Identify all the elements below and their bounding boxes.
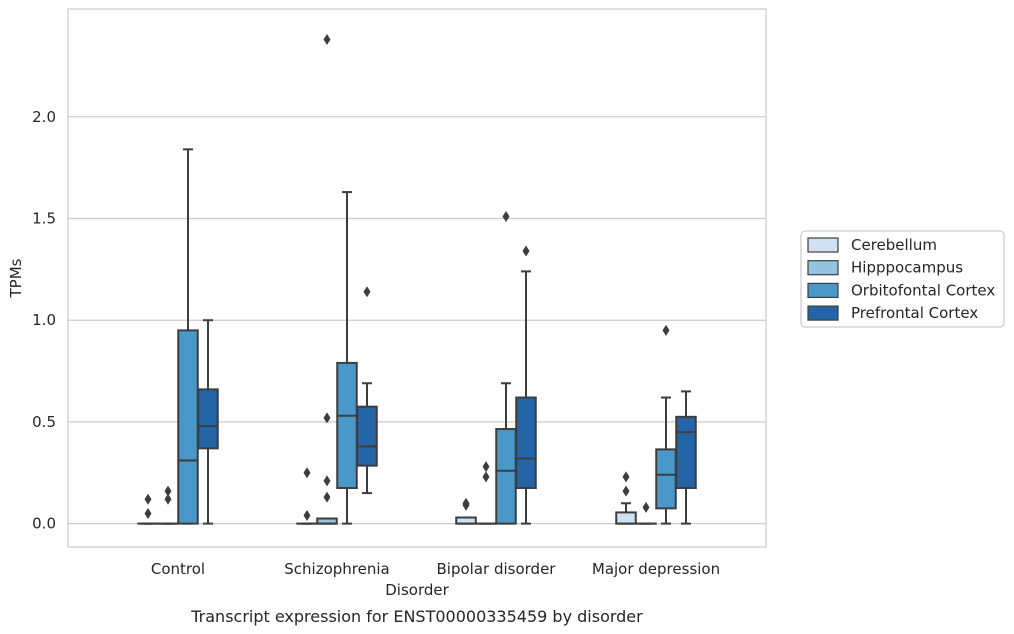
outlier-point: [303, 467, 311, 479]
outlier-point: [144, 507, 152, 519]
iqr-box: [615, 511, 637, 525]
legend-swatch: [807, 237, 839, 253]
chart-caption: Transcript expression for ENST0000033545…: [190, 607, 643, 626]
legend-label: Orbitofontal Cortex: [851, 281, 995, 299]
box-cerebellum: [455, 497, 477, 525]
outlier-point: [164, 485, 172, 497]
box-prefrontal-cortex: [515, 245, 537, 525]
y-axis: 0.0 0.5 1.0 1.5 2.0: [32, 108, 56, 533]
outlier-point: [164, 493, 172, 505]
outlier-point: [662, 324, 670, 336]
outlier-point: [462, 497, 470, 509]
box-prefrontal-cortex: [197, 319, 219, 525]
y-axis-label: TPMs: [7, 258, 25, 298]
outlier-point: [323, 475, 331, 487]
x-tick-label: Control: [151, 560, 205, 578]
outlier-point: [303, 509, 311, 521]
iqr-box: [356, 405, 378, 467]
x-tick-label: Schizophrenia: [284, 560, 389, 578]
y-tick-label: 1.5: [32, 210, 56, 228]
box-prefrontal-cortex: [675, 390, 697, 525]
outlier-point: [323, 34, 331, 46]
legend-swatch: [807, 260, 839, 276]
y-tick-label: 1.0: [32, 311, 56, 329]
box-cerebellum: [296, 467, 318, 525]
box-prefrontal-cortex: [356, 286, 378, 495]
legend-label: Prefrontal Cortex: [851, 304, 978, 322]
x-tick-label: Major depression: [592, 560, 720, 578]
outlier-point: [522, 245, 530, 257]
box-orbitofontal-cortex: [336, 191, 358, 525]
box-orbitofontal-cortex: [655, 324, 677, 525]
iqr-box: [675, 415, 697, 490]
outlier-point: [323, 491, 331, 503]
iqr-box: [515, 396, 537, 490]
box-cerebellum: [615, 471, 637, 525]
iqr-box: [655, 448, 677, 510]
plot-frame: [67, 8, 767, 548]
outlier-point: [144, 493, 152, 505]
legend: Cerebellum Hipppocampus Orbitofontal Corte…: [800, 230, 1005, 328]
x-tick-label: Bipolar disorder: [437, 560, 557, 578]
box-cerebellum: [137, 493, 159, 525]
x-axis: Control Schizophrenia Bipolar disorder Majo…: [151, 560, 720, 578]
box-orbitofontal-cortex: [177, 148, 199, 525]
legend-label: Hipppocampus: [851, 259, 963, 277]
legend-swatch: [807, 305, 839, 321]
iqr-box: [495, 428, 517, 525]
outlier-point: [622, 471, 630, 483]
legend-frame: [800, 230, 1005, 328]
iqr-box: [177, 329, 199, 525]
x-axis-label: Disorder: [385, 581, 449, 599]
outlier-point: [363, 286, 371, 298]
box-hipppocampus: [475, 461, 497, 525]
outlier-point: [622, 485, 630, 497]
outlier-point: [642, 501, 650, 513]
legend-swatch: [807, 282, 839, 298]
y-tick-label: 0.5: [32, 413, 56, 431]
y-tick-label: 2.0: [32, 108, 56, 126]
box-hipppocampus: [635, 501, 657, 525]
outlier-point: [482, 461, 490, 473]
outlier-point: [482, 471, 490, 483]
outlier-point: [323, 412, 331, 424]
box-hipppocampus: [157, 485, 179, 525]
outlier-point: [502, 210, 510, 222]
box-hipppocampus: [316, 34, 338, 525]
box-groups: [137, 34, 697, 525]
box-orbitofontal-cortex: [495, 210, 517, 525]
y-tick-label: 0.0: [32, 515, 56, 533]
iqr-box: [336, 361, 358, 490]
legend-label: Cerebellum: [851, 236, 937, 254]
iqr-box: [197, 388, 219, 450]
